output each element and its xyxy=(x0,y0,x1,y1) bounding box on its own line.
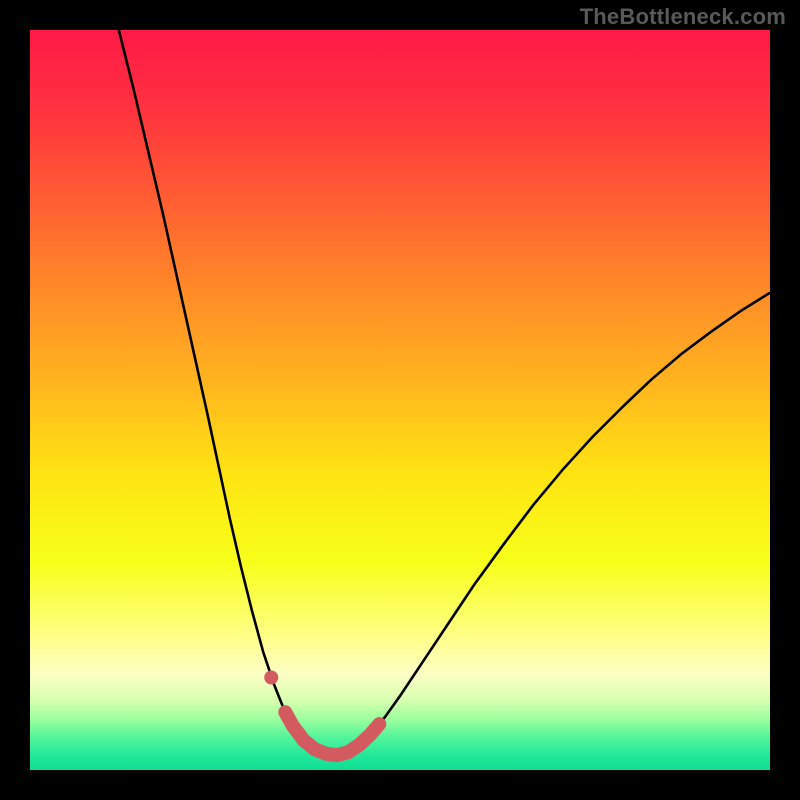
chart-svg xyxy=(30,30,770,770)
watermark-text: TheBottleneck.com xyxy=(580,4,786,30)
chart-frame: TheBottleneck.com xyxy=(0,0,800,800)
highlight-dot xyxy=(264,670,278,684)
gradient-rect xyxy=(30,30,770,770)
gradient-plot xyxy=(30,30,770,770)
